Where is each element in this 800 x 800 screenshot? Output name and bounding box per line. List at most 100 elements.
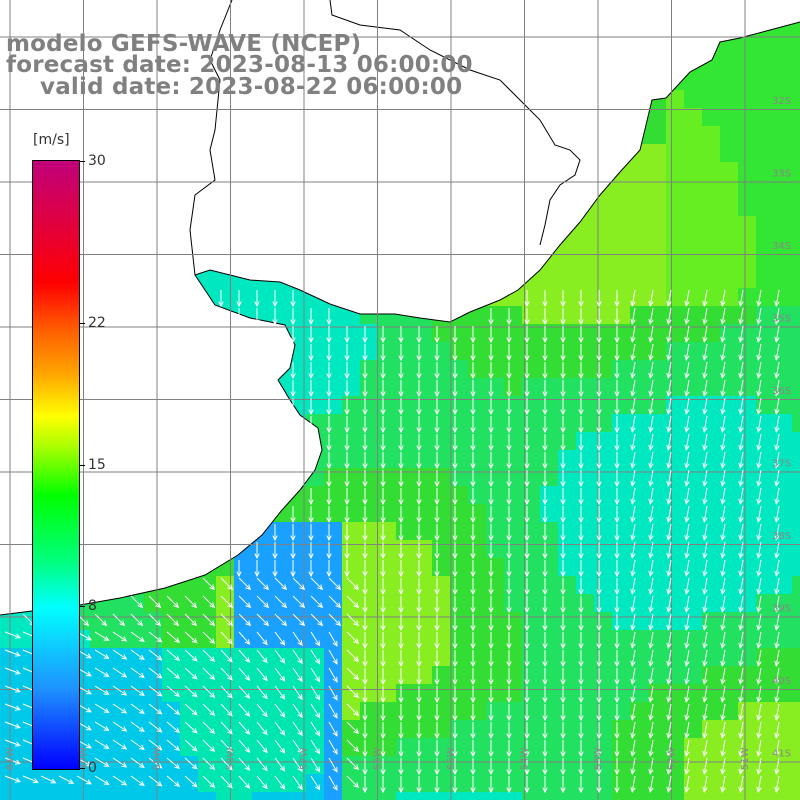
wind-arrow bbox=[488, 614, 494, 632]
wind-speed-cell bbox=[126, 774, 144, 792]
wind-arrow bbox=[666, 469, 672, 487]
wind-speed-cell bbox=[702, 162, 720, 180]
wind-arrow bbox=[380, 686, 386, 704]
wind-speed-cell bbox=[792, 702, 800, 720]
wind-arrow bbox=[274, 775, 286, 790]
wind-speed-cell bbox=[342, 486, 360, 504]
wind-speed-cell bbox=[792, 126, 800, 144]
wind-arrow bbox=[470, 326, 476, 344]
wind-arrow bbox=[4, 739, 22, 747]
wind-speed-cell bbox=[540, 270, 558, 288]
wind-speed-cell bbox=[234, 774, 252, 792]
wind-speed-cell bbox=[216, 594, 234, 612]
wind-arrow bbox=[470, 722, 476, 740]
wind-arrow bbox=[506, 416, 512, 434]
wind-speed-cell bbox=[486, 396, 504, 414]
wind-arrow bbox=[684, 397, 690, 415]
wind-arrow bbox=[774, 577, 780, 595]
wind-speed-cell bbox=[198, 792, 216, 800]
wind-arrow bbox=[756, 415, 762, 433]
wind-arrow bbox=[470, 704, 476, 722]
wind-speed-cell bbox=[270, 774, 288, 792]
wind-arrow bbox=[560, 542, 566, 560]
wind-arrow bbox=[308, 542, 314, 560]
wind-speed-cell bbox=[360, 396, 378, 414]
wind-arrow bbox=[398, 722, 404, 740]
wind-speed-cell bbox=[414, 594, 432, 612]
wind-speed-cell bbox=[486, 684, 504, 702]
colorbar-tick-label: 8 bbox=[88, 598, 97, 615]
wind-arrow bbox=[684, 379, 690, 397]
wind-arrow bbox=[202, 757, 216, 771]
wind-speed-cell bbox=[540, 684, 558, 702]
wind-speed-cell bbox=[792, 576, 800, 594]
wind-arrow bbox=[452, 344, 458, 362]
wind-speed-cell bbox=[756, 162, 774, 180]
wind-speed-cell bbox=[162, 738, 180, 756]
wind-speed-cell bbox=[558, 558, 576, 576]
wind-speed-cell bbox=[720, 108, 738, 126]
wind-arrow bbox=[648, 523, 654, 541]
wind-arrow bbox=[542, 578, 548, 596]
wind-arrow bbox=[560, 704, 566, 722]
wind-arrow bbox=[416, 542, 422, 560]
wind-arrow bbox=[328, 595, 342, 609]
wind-arrow bbox=[416, 596, 422, 614]
wind-arrow bbox=[274, 631, 286, 646]
wind-arrow bbox=[488, 578, 494, 596]
wind-speed-cell bbox=[342, 666, 360, 684]
wind-arrow bbox=[720, 595, 726, 613]
wind-arrow bbox=[756, 775, 762, 793]
wind-arrow bbox=[738, 775, 744, 793]
wind-speed-cell bbox=[90, 792, 108, 800]
wind-arrow bbox=[326, 488, 332, 506]
wind-speed-cell bbox=[414, 666, 432, 684]
wind-arrow bbox=[630, 775, 636, 793]
wind-speed-cell bbox=[378, 630, 396, 648]
latitude-label: 35S bbox=[772, 314, 791, 325]
wind-arrow bbox=[596, 722, 602, 740]
wind-arrow bbox=[684, 343, 690, 361]
wind-arrow bbox=[220, 721, 233, 735]
wind-arrow bbox=[202, 739, 216, 753]
wind-arrow bbox=[756, 685, 762, 703]
wind-speed-cell bbox=[594, 360, 612, 378]
wind-speed-cell bbox=[486, 594, 504, 612]
wind-arrow bbox=[488, 470, 494, 488]
longitude-label: 54W bbox=[520, 747, 531, 770]
longitude-label: 52W bbox=[667, 747, 678, 770]
wind-arrow bbox=[434, 452, 440, 470]
wind-arrow bbox=[702, 541, 708, 559]
wind-speed-cell bbox=[576, 468, 594, 486]
wind-speed-cell bbox=[378, 612, 396, 630]
wind-speed-cell bbox=[792, 756, 800, 774]
wind-arrow bbox=[542, 344, 548, 362]
wind-speed-cell bbox=[468, 558, 486, 576]
wind-arrow bbox=[434, 470, 440, 488]
wind-arrow bbox=[398, 668, 404, 686]
wind-arrow bbox=[666, 721, 672, 739]
wind-speed-cell bbox=[756, 126, 774, 144]
wind-arrow bbox=[94, 757, 110, 767]
wind-arrow bbox=[524, 416, 530, 434]
wind-speed-cell bbox=[342, 396, 360, 414]
wind-arrow bbox=[362, 704, 368, 722]
wind-arrow bbox=[326, 398, 332, 416]
wind-arrow bbox=[308, 380, 314, 398]
wind-speed-cell bbox=[414, 720, 432, 738]
wind-arrow bbox=[488, 488, 494, 506]
wind-speed-cell bbox=[108, 792, 126, 800]
wind-speed-cell bbox=[342, 720, 360, 738]
wind-speed-cell bbox=[576, 342, 594, 360]
wind-arrow bbox=[720, 631, 726, 649]
wind-speed-cell bbox=[180, 774, 198, 792]
wind-speed-cell bbox=[612, 630, 630, 648]
wind-speed-cell bbox=[594, 612, 612, 630]
wind-arrow bbox=[630, 325, 636, 343]
wind-arrow bbox=[290, 398, 296, 416]
wind-speed-cell bbox=[234, 792, 252, 800]
wind-arrow bbox=[756, 703, 762, 721]
wind-arrow bbox=[738, 649, 744, 667]
wind-arrow bbox=[380, 596, 386, 614]
wind-arrow bbox=[434, 614, 440, 632]
